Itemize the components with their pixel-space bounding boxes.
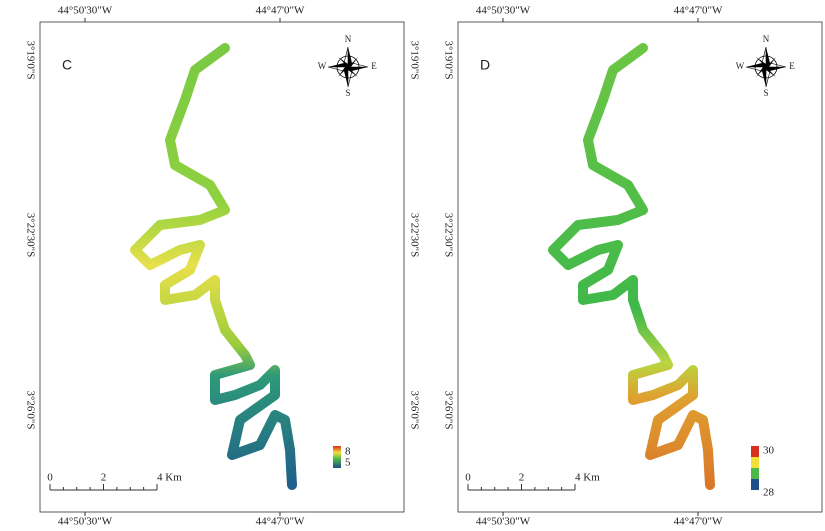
map-frame [457,21,823,513]
scale-label: 4 Km [157,472,182,484]
lon-label: 44°47'0"W [674,5,723,17]
scale-label: 2 [101,472,107,484]
panel-label: D [480,57,490,73]
lat-label: 3°22'30"S [408,213,420,258]
compass-letter: W [318,61,327,71]
color-ramp [751,457,759,468]
compass-letter: W [736,61,745,71]
panel-label: C [62,57,72,73]
lat-label: 3°19'0"S [24,41,36,80]
compass-letter: S [345,88,350,98]
map-frame [39,21,405,513]
color-ramp [333,446,341,468]
legend-label: 5 [345,457,351,469]
lon-label: 44°47'0"W [256,516,305,528]
compass [745,46,787,88]
lat-label: 3°19'0"S [408,41,420,80]
lat-label: 3°26'0"S [24,391,36,430]
lon-label: 44°50'30"W [476,5,531,17]
lon-label: 44°47'0"W [256,5,305,17]
compass-letter: N [763,34,770,44]
color-ramp [751,468,759,479]
legend-label: 8 [345,446,351,458]
lat-label: 3°26'0"S [408,391,420,430]
scale-label: 0 [47,472,53,484]
lat-label: 3°19'0"S [442,41,454,80]
compass [327,46,369,88]
river [135,48,292,485]
lon-label: 44°50'30"W [476,516,531,528]
lat-label: 3°22'30"S [24,213,36,258]
scale-label: 4 Km [575,472,600,484]
map-panel: C 44°50'30"W 44°47'0"W 44°50'30"W 44°47'0"W 3… [24,5,420,528]
color-ramp [751,479,759,490]
legend-label: 30 [763,445,775,457]
lat-label: 3°26'0"S [442,391,454,430]
lat-label: 3°22'30"S [442,213,454,258]
color-ramp [751,446,759,457]
compass-letter: E [789,61,795,71]
lon-label: 44°50'30"W [58,5,113,17]
legend-label: 28 [763,487,775,499]
lon-label: 44°50'30"W [58,516,113,528]
map-panel: D 44°50'30"W 44°47'0"W 44°50'30"W 44°47'0"W 3… [442,5,823,528]
scale-label: 0 [465,472,471,484]
compass-letter: N [345,34,352,44]
compass-letter: E [371,61,377,71]
lon-label: 44°47'0"W [674,516,723,528]
river [553,48,710,485]
scale-label: 2 [519,472,525,484]
compass-letter: S [763,88,768,98]
